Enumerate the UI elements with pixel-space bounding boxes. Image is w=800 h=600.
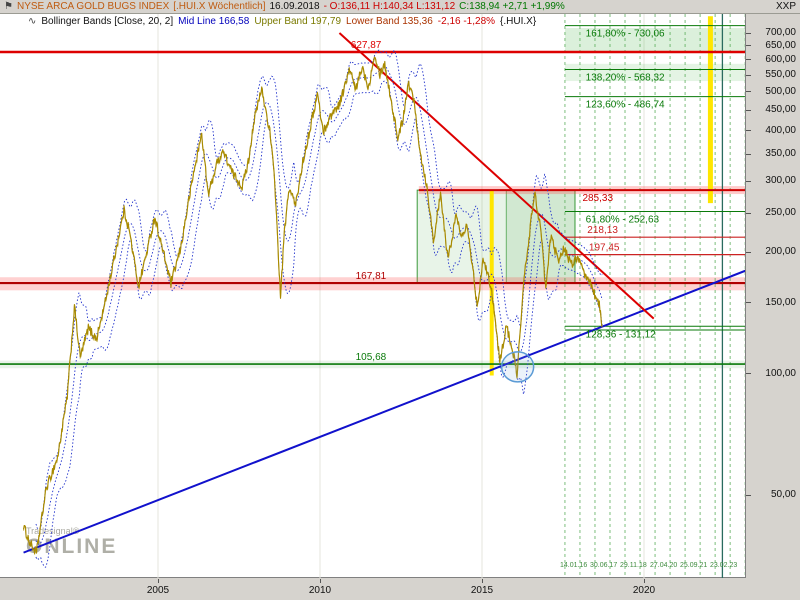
price-axis-tick [746,32,751,34]
price-axis-label: 500,00 [765,85,796,97]
indicator-change: -2,16 -1,28% [437,16,496,27]
quote-ohl: - O:136,11 H:140,34 L:131,12 [323,1,456,12]
time-axis[interactable]: 2005 2010 2015 2020 [0,579,746,600]
fibonacci-level-label: 123,60% - 486,74 [586,100,665,111]
price-axis-tick [746,109,751,111]
indicator-legend[interactable]: ∿ Bollinger Bands [Close, 20, 2] Mid Line … [28,16,541,27]
fibonacci-level-label: 61,80% - 252,63 [586,214,660,225]
indicator-upperband-value: Upper Band 197,79 [254,16,342,27]
low-highlight-circle[interactable] [500,351,535,383]
price-level-label: 285,33 [582,193,613,204]
price-axis-label: 150,00 [765,296,796,308]
cycle-date-label: 23.02.23 [710,562,737,569]
price-axis-tick [746,212,751,214]
indicator-midline-value: Mid Line 166,58 [178,16,250,27]
time-axis-tick [482,579,483,583]
price-level-label: 105,68 [356,352,387,363]
indicator-lowerband-value: Lower Band 135,36 [346,16,433,27]
quote-date: 16.09.2018 [269,1,320,12]
price-axis-label: 600,00 [765,53,796,65]
time-axis-tick [644,579,645,583]
quote-close-change: C:138,94 +2,71 +1,99% [459,1,565,12]
price-axis-tick [746,251,751,253]
price-axis-tick [746,59,751,61]
price-axis-label: 550,00 [765,69,796,81]
watermark-brand: Tradesignal® [26,526,80,536]
price-axis-label: 450,00 [765,104,796,116]
fibonacci-level-label: 128,36 - 131,12 [586,329,656,340]
cycle-date-label: 30.06.17 [590,562,617,569]
price-axis-tick [746,494,751,496]
price-axis[interactable]: 700,00 650,00 600,00 550,00 500,00 450,00 400,… [746,14,800,578]
instrument-title: NYSE ARCA GOLD BUGS INDEX [16,1,170,12]
price-axis-tick [746,91,751,93]
price-level-label: 167,81 [356,271,387,282]
price-axis-unit-label: XXP [775,1,796,12]
price-axis-tick [746,45,751,47]
chart-plot-area[interactable]: Tradesignal® ONLINE 627,87 285,33 218,13 19… [0,14,746,578]
consolidation-box-1[interactable] [416,189,576,284]
instrument-flag-icon: ⚑ [4,1,13,12]
time-axis-tick [158,579,159,583]
price-axis-tick [746,130,751,132]
price-axis-label: 200,00 [765,246,796,258]
watermark: Tradesignal® ONLINE [26,526,118,558]
indicator-symbol: {.HUI.X} [500,16,537,27]
uptrend-line[interactable] [23,269,745,554]
price-axis-label: 300,00 [765,175,796,187]
time-axis-tick [320,579,321,583]
cycle-date-label: 14.01.16 [560,562,587,569]
price-axis-tick [746,373,751,375]
price-axis-tick [746,180,751,182]
cycle-date-label: 27.04.20 [650,562,677,569]
indicator-icon: ∿ [28,16,37,27]
price-axis-label: 350,00 [765,148,796,160]
cycle-date-label: 25.09.21 [680,562,707,569]
price-series[interactable] [22,56,603,554]
price-level-label: 627,87 [351,40,382,51]
price-chart-canvas[interactable]: 627,87 285,33 218,13 197,45 167,81 105,68 161,… [0,14,745,578]
watermark-product: ONLINE [26,535,118,558]
downtrend-line[interactable] [338,32,655,320]
price-level-label: 197,45 [589,243,620,254]
time-axis-label: 2020 [632,585,656,596]
price-axis-label: 700,00 [765,27,796,38]
instrument-symbol-timeframe: [.HUI.X Wöchentlich] [173,1,266,12]
fibonacci-level-label: 161,80% - 730,06 [586,29,665,40]
time-axis-label: 2015 [470,585,494,596]
bollinger-upper-band[interactable] [35,49,603,530]
cycle-date-label: 29.11.18 [620,562,647,569]
time-axis-label: 2005 [146,585,170,596]
instrument-header[interactable]: ⚑ NYSE ARCA GOLD BUGS INDEX [.HUI.X Wöchen… [0,0,800,14]
price-axis-label: 650,00 [765,39,796,51]
bollinger-mid-line[interactable] [35,65,603,545]
time-axis-label: 2010 [308,585,332,596]
price-axis-tick [746,302,751,304]
price-series-shadow [23,57,603,555]
indicator-name: Bollinger Bands [Close, 20, 2] [41,16,174,27]
price-axis-label: 400,00 [765,124,796,136]
bollinger-lower-band[interactable] [35,80,603,568]
price-axis-label: 250,00 [765,207,796,219]
fibonacci-level-label: 138,20% - 568,32 [586,72,665,83]
price-axis-label: 100,00 [765,367,796,379]
price-level-label: 218,13 [587,225,618,236]
price-axis-label: 50,00 [770,489,796,501]
price-axis-tick [746,74,751,76]
price-axis-tick [746,153,751,155]
